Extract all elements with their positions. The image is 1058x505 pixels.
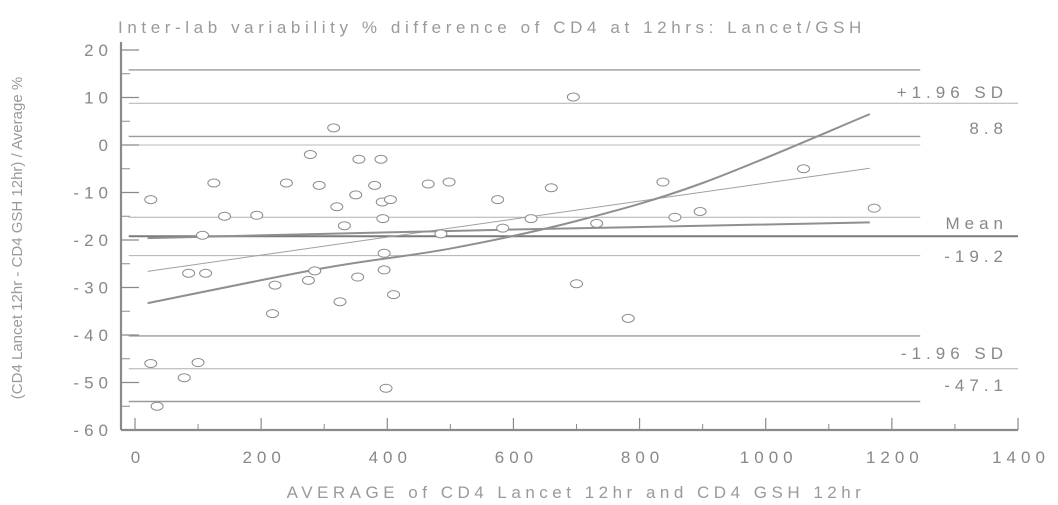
data-point [250, 210, 264, 220]
regression-lines [147, 113, 871, 305]
x-tick-label: 400 [369, 448, 412, 467]
data-point [693, 207, 707, 216]
x-tick-label: 1200 [866, 448, 924, 467]
y-tick-label: 0 [99, 136, 113, 155]
data-point [303, 150, 317, 159]
data-point [195, 230, 209, 240]
data-point [144, 195, 158, 205]
x-tick-label: 1000 [740, 448, 798, 467]
lower-limit-label: -1.96 SD [901, 344, 1008, 363]
upper-limit-label: +1.96 SD [897, 83, 1008, 102]
data-point [421, 179, 435, 189]
data-point [199, 268, 213, 278]
data-point [387, 290, 401, 300]
data-point [656, 177, 670, 187]
data-point [144, 359, 158, 368]
data-point [496, 223, 510, 233]
data-point [265, 309, 279, 319]
y-tick-label: 20 [84, 41, 113, 60]
data-point [590, 218, 604, 228]
mean-label: Mean [945, 214, 1008, 233]
data-point [308, 266, 322, 276]
data-point [327, 123, 341, 133]
data-point [374, 154, 388, 164]
data-point [268, 280, 282, 290]
y-tick-label: 10 [84, 89, 113, 108]
data-point [383, 195, 397, 205]
regression-band-lower [147, 113, 871, 305]
data-point [377, 248, 391, 258]
data-point [376, 214, 390, 224]
data-point [333, 297, 347, 307]
data-point [442, 177, 456, 187]
data-point [191, 358, 205, 368]
mean-value: -19.2 [944, 247, 1008, 266]
data-point [368, 180, 382, 190]
data-point [379, 383, 393, 393]
data-point [207, 178, 221, 188]
data-point [377, 265, 391, 275]
y-tick-label: -30 [73, 279, 113, 298]
upper-limit-value: 8.8 [969, 119, 1008, 138]
data-points [144, 92, 881, 411]
x-tick-label: 200 [242, 448, 285, 467]
data-point [182, 268, 196, 278]
regression-band-upper [147, 221, 870, 240]
x-tick-label: 800 [621, 448, 664, 467]
data-point [177, 373, 191, 383]
x-axis-ticks: 0 200 400 600 800 1000 1200 1400 [131, 418, 1050, 467]
data-point [349, 190, 363, 200]
y-tick-label: -40 [73, 326, 113, 345]
data-point [218, 211, 232, 221]
y-tick-label: -20 [73, 231, 113, 250]
y-tick-label: -50 [73, 374, 113, 393]
data-point [491, 195, 505, 205]
data-point [337, 221, 351, 231]
lower-limit-value: -47.1 [944, 376, 1008, 395]
data-point [434, 229, 448, 239]
data-point [351, 272, 365, 282]
axes [119, 42, 1018, 432]
x-tick-label: 0 [131, 448, 145, 467]
data-point [279, 178, 293, 188]
y-axis-title: (CD4 Lancet 12hr - CD4 GSH 12hr) / Avera… [9, 77, 26, 399]
data-point [621, 313, 635, 323]
y-tick-label: -60 [73, 421, 113, 440]
data-point [330, 202, 344, 212]
y-tick-label: -10 [73, 184, 113, 203]
data-point [566, 92, 580, 102]
data-point [797, 164, 811, 174]
data-point [524, 214, 538, 224]
x-axis-title: AVERAGE of CD4 Lancet 12hr and CD4 GSH 1… [287, 483, 866, 502]
data-point [867, 203, 881, 213]
data-point [150, 401, 164, 411]
regression-line [147, 167, 870, 272]
x-tick-label: 600 [495, 448, 538, 467]
data-point [544, 183, 558, 193]
data-point [352, 154, 366, 164]
data-point [312, 180, 326, 190]
annotations: +1.96 SD 8.8 Mean -19.2 -1.96 SD -47.1 [897, 83, 1008, 395]
x-tick-label: 1400 [992, 448, 1050, 467]
y-axis-ticks: 20 10 0 -10 -20 -30 -40 -50 -60 [73, 41, 139, 440]
data-point [570, 279, 583, 289]
data-point [668, 212, 682, 222]
data-point [301, 275, 315, 285]
chart-title: Inter-lab variability % difference of CD… [118, 18, 866, 37]
